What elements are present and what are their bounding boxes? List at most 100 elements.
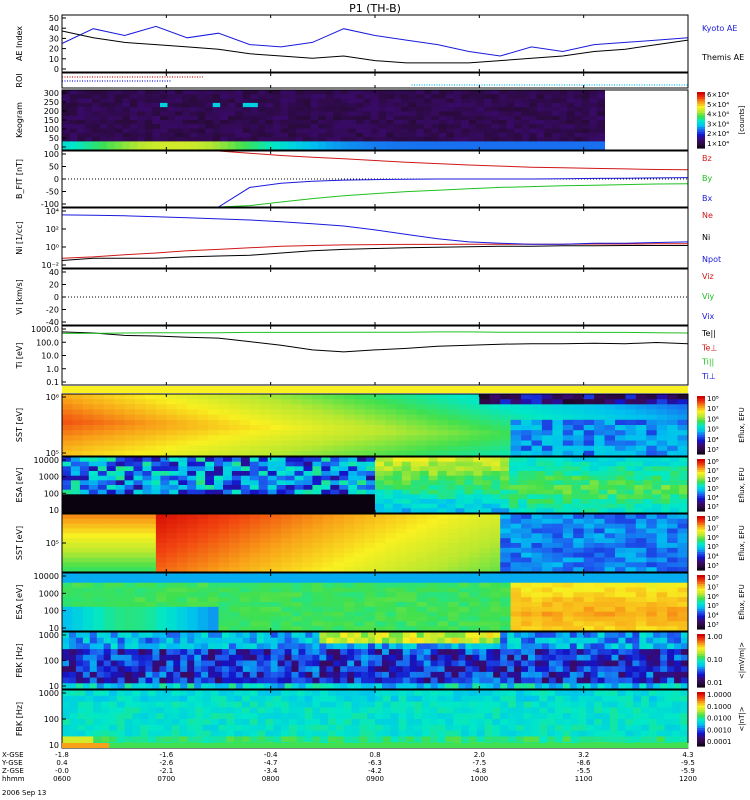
keogram-cell — [423, 124, 432, 130]
sst_ion-cell — [375, 419, 386, 426]
esa_elec-colorbar-cell — [697, 604, 705, 608]
keogram-cell — [69, 94, 78, 100]
esa_elec-cell — [218, 573, 230, 579]
sst_ion-cell — [72, 399, 84, 405]
esa_elec-cell — [468, 621, 480, 627]
sst_ion-cell — [552, 414, 564, 421]
esa_elec-cell — [333, 611, 345, 617]
sst_elec-cell — [343, 514, 355, 520]
sst_elec-cell — [385, 547, 397, 554]
sst_elec-cell — [281, 547, 292, 554]
keogram-cell — [182, 141, 191, 147]
sst_ion-cell — [635, 445, 647, 452]
sst_ion-cell — [249, 404, 261, 410]
fbk_e-cell — [173, 660, 181, 667]
sst_elec-cell — [72, 528, 84, 534]
keogram-cell — [318, 128, 327, 134]
fbk_e-cell — [110, 671, 119, 679]
sst_ion-cell — [552, 440, 564, 447]
sst_ion-cell — [552, 404, 564, 410]
sst_ion-cell — [406, 435, 418, 441]
keogram-cell — [370, 132, 379, 138]
esa_elec-cell — [302, 577, 313, 584]
esa_ion-cell — [607, 485, 617, 491]
keogram-cell — [574, 124, 583, 130]
sst_ion-cell — [197, 425, 209, 431]
esa_ion-cell — [473, 471, 483, 477]
sst_elec-cell — [479, 518, 491, 525]
esa_ion-cell — [383, 508, 394, 514]
esa_elec-cell — [260, 587, 272, 593]
sst_elec-colorbar-cell — [697, 534, 705, 537]
keogram-cell — [220, 124, 229, 130]
ae-ytick: 30 — [49, 34, 59, 43]
fbk_e-cell — [458, 632, 466, 639]
sst_ion-cell — [114, 419, 126, 426]
esa_ion-cell — [294, 466, 304, 472]
fbk_e-cell — [388, 671, 397, 679]
keogram-cell — [484, 107, 492, 112]
sst_ion-cell — [489, 399, 501, 405]
keogram-colorbar-tick: 2×10⁴ — [707, 130, 729, 138]
esa_ion-cell — [536, 466, 546, 472]
keogram-cell — [197, 107, 206, 112]
keogram-cell — [144, 145, 153, 151]
esa_ion-cell — [70, 480, 81, 486]
keogram-cell — [355, 141, 364, 147]
fbk_e-cell — [117, 643, 126, 650]
sst_ion-cell — [93, 409, 105, 416]
sst_ion-cell — [385, 394, 397, 400]
esa_elec-cell — [615, 597, 626, 603]
esa_ion-cell — [375, 461, 385, 467]
esa_elec-cell — [385, 616, 397, 622]
sst_ion-cell — [333, 425, 345, 431]
sst_elec-cell — [677, 533, 689, 539]
esa_ion-cell — [294, 499, 304, 505]
esa_ion-cell — [276, 508, 286, 514]
esa_elec-cell — [124, 582, 136, 588]
fbk_e-cell — [472, 637, 480, 644]
sst_elec-cell — [615, 538, 626, 544]
esa_ion-cell — [303, 466, 313, 472]
sst_elec-cell — [270, 567, 282, 573]
sst_elec-cell — [270, 533, 282, 539]
sst_ion-cell — [448, 414, 459, 421]
fbk_e-cell — [528, 666, 536, 673]
fbk_e-cell — [298, 654, 306, 661]
sst_elec-cell — [468, 567, 480, 573]
esa_ion-cell — [544, 480, 555, 486]
esa_ion-cell — [115, 503, 126, 509]
sst_ion-cell — [312, 404, 324, 410]
esa_ion-colorbar-cell — [697, 476, 705, 480]
sst_elec-cell — [406, 518, 418, 525]
sst_elec-cell — [114, 518, 126, 525]
velocity-legend-entry: Vix — [702, 312, 715, 321]
esa_elec-cell — [573, 573, 585, 579]
esa_elec-cell — [562, 621, 574, 627]
esa_ion-cell — [598, 480, 608, 486]
esa_elec-cell — [416, 573, 428, 579]
esa_elec-cell — [573, 626, 585, 632]
sst_ion-cell — [270, 409, 282, 416]
fbk_e-cell — [548, 666, 557, 673]
esa_ion-cell — [142, 466, 152, 472]
esa_ion-cell — [366, 489, 376, 495]
esa_elec-cell — [646, 626, 658, 632]
esa_elec-cell — [343, 602, 355, 608]
fbk_e-cell — [493, 632, 501, 639]
esa_ion-cell — [321, 466, 331, 472]
esa_ion-cell — [124, 475, 134, 481]
keogram-cell — [468, 128, 477, 134]
esa_elec-cell — [260, 606, 272, 613]
sst_ion-cell — [667, 399, 678, 405]
esa_ion-cell — [366, 471, 376, 477]
fbk_e-cell — [486, 649, 494, 656]
esa_elec-cell — [646, 621, 658, 627]
keogram-cell — [69, 90, 78, 95]
sst_ion-cell — [281, 445, 292, 452]
sst_elec-cell — [114, 567, 126, 573]
esa_ion-cell — [553, 485, 564, 491]
esa_elec-cell — [291, 592, 303, 598]
fbk_e-cell — [382, 666, 390, 673]
sst_elec-cell — [82, 567, 94, 573]
